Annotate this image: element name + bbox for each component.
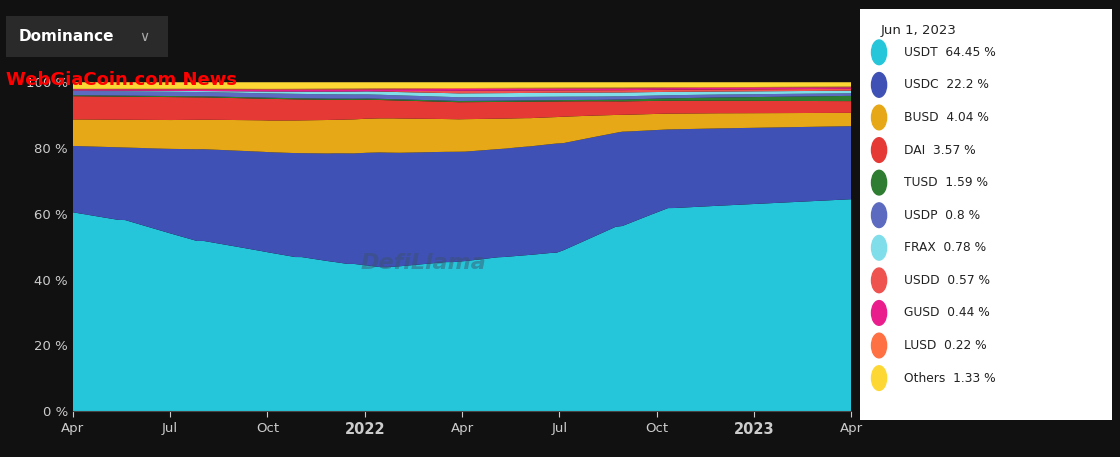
- Text: USDT  64.45 %: USDT 64.45 %: [904, 46, 996, 59]
- Text: WebGiaCoin.com News: WebGiaCoin.com News: [6, 71, 236, 89]
- Text: DAI  3.57 %: DAI 3.57 %: [904, 143, 976, 157]
- Circle shape: [871, 235, 887, 260]
- Text: Others  1.33 %: Others 1.33 %: [904, 372, 996, 385]
- Circle shape: [871, 105, 887, 130]
- Circle shape: [871, 73, 887, 97]
- Circle shape: [871, 170, 887, 195]
- Text: FRAX  0.78 %: FRAX 0.78 %: [904, 241, 987, 254]
- Circle shape: [871, 40, 887, 64]
- Text: GUSD  0.44 %: GUSD 0.44 %: [904, 307, 990, 319]
- Text: USDP  0.8 %: USDP 0.8 %: [904, 209, 980, 222]
- Circle shape: [871, 138, 887, 162]
- Text: USDC  22.2 %: USDC 22.2 %: [904, 79, 989, 91]
- Text: LUSD  0.22 %: LUSD 0.22 %: [904, 339, 987, 352]
- Text: Jun 1, 2023: Jun 1, 2023: [880, 24, 956, 37]
- Text: ∨: ∨: [139, 30, 149, 43]
- Text: TUSD  1.59 %: TUSD 1.59 %: [904, 176, 988, 189]
- Circle shape: [871, 301, 887, 325]
- Circle shape: [871, 366, 887, 390]
- Text: Dominance: Dominance: [19, 29, 114, 44]
- Text: USDD  0.57 %: USDD 0.57 %: [904, 274, 990, 287]
- Circle shape: [871, 333, 887, 358]
- Circle shape: [871, 268, 887, 292]
- Circle shape: [871, 203, 887, 228]
- Text: DefiLlama: DefiLlama: [361, 253, 486, 273]
- Text: BUSD  4.04 %: BUSD 4.04 %: [904, 111, 989, 124]
